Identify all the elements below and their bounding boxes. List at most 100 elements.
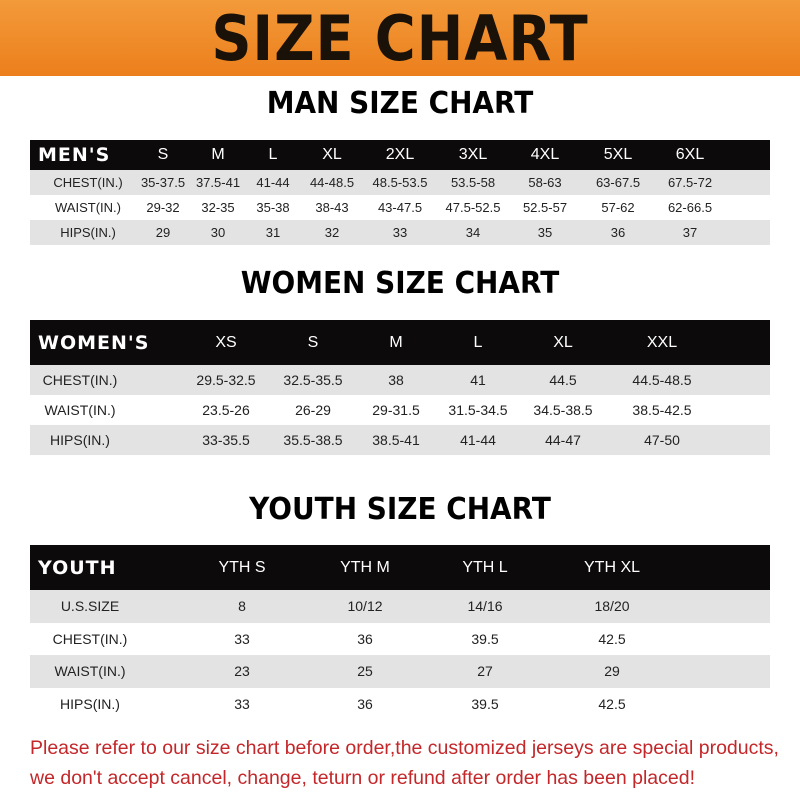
size-value: 33 [234, 695, 250, 712]
size-header: S [307, 333, 319, 351]
size-value: 35-38 [256, 200, 290, 215]
measurement-label: WAIST(IN.) [54, 663, 126, 680]
size-value: 48.5-53.5 [372, 175, 428, 190]
size-value: 8 [238, 598, 246, 615]
table-row: WAIST(IN.) 23 25 27 29 [30, 655, 770, 688]
size-value: 18/20 [594, 598, 630, 615]
size-value: 58-63 [528, 175, 562, 190]
size-value: 32-35 [201, 200, 235, 215]
size-header: XS [215, 333, 237, 351]
size-header: M [389, 333, 403, 351]
table-group-label: YOUTH [38, 556, 117, 579]
size-value: 41 [470, 372, 486, 388]
size-value: 32.5-35.5 [283, 372, 343, 388]
banner-title: SIZE CHART [211, 2, 589, 75]
size-value: 42.5 [598, 695, 626, 712]
size-header: 3XL [458, 146, 488, 163]
measurement-label: U.S.SIZE [60, 598, 120, 615]
size-header: 6XL [675, 146, 705, 163]
size-header: S [157, 146, 169, 163]
size-value: 25 [357, 663, 373, 680]
size-value: 23 [234, 663, 250, 680]
size-header: 2XL [385, 146, 415, 163]
size-value: 29.5-32.5 [196, 372, 256, 388]
table-row: HIPS(IN.) 29 30 31 32 33 34 35 36 37 [30, 220, 770, 245]
size-value: 31.5-34.5 [448, 402, 508, 418]
youth-section-title: YOUTH SIZE CHART [249, 492, 551, 527]
size-header: YTH XL [583, 558, 641, 576]
size-header: L [268, 146, 278, 163]
men-section-title: MAN SIZE CHART [266, 86, 534, 121]
size-value: 36 [610, 225, 626, 240]
size-value: 29 [155, 225, 171, 240]
measurement-label: HIPS(IN.) [50, 432, 110, 448]
size-value: 39.5 [471, 630, 499, 647]
table-row: WAIST(IN.) 23.5-26 26-29 29-31.5 31.5-34.5 34… [30, 395, 770, 425]
size-value: 31 [265, 225, 281, 240]
size-value: 14/16 [467, 598, 503, 615]
size-value: 53.5-58 [450, 175, 496, 190]
size-value: 26-29 [295, 402, 331, 418]
table-header-row: YOUTH YTH S YTH M YTH L YTH XL [30, 545, 770, 590]
table-header-row: WOMEN'S XS S M L XL XXL [30, 320, 770, 365]
table-group-label: MEN'S [38, 144, 111, 166]
size-value: 42.5 [598, 630, 626, 647]
size-value: 33 [392, 225, 408, 240]
size-value: 38 [388, 372, 404, 388]
size-value: 44.5 [549, 372, 577, 388]
size-value: 37 [682, 225, 698, 240]
order-notice: Please refer to our size chart before or… [30, 733, 790, 793]
size-value: 35 [537, 225, 553, 240]
size-value: 44.5-48.5 [632, 372, 692, 388]
table-row: CHEST(IN.) 29.5-32.5 32.5-35.5 38 41 44.5 44.5… [30, 365, 770, 395]
size-value: 38.5-41 [372, 432, 420, 448]
table-row: CHEST(IN.) 35-37.5 37.5-41 41-44 44-48.5 48.5… [30, 170, 770, 195]
measurement-label: CHEST(IN.) [42, 372, 118, 388]
size-header: M [211, 146, 225, 163]
table-group-label: WOMEN'S [38, 331, 150, 354]
size-header: 5XL [603, 146, 633, 163]
table-row: WAIST(IN.) 29-32 32-35 35-38 38-43 43-47.5 47.… [30, 195, 770, 220]
women-section-title: WOMEN SIZE CHART [240, 266, 560, 301]
size-header: YTH M [340, 558, 390, 576]
size-value: 47-50 [644, 432, 680, 448]
size-value: 43-47.5 [377, 200, 423, 215]
measurement-label: HIPS(IN.) [60, 695, 120, 712]
size-value: 47.5-52.5 [445, 200, 501, 215]
size-header: XXL [646, 333, 678, 351]
size-value: 35-37.5 [140, 175, 186, 190]
size-value: 33 [234, 630, 250, 647]
size-value: 36 [357, 695, 373, 712]
size-value: 41-44 [460, 432, 496, 448]
size-value: 27 [477, 663, 493, 680]
size-value: 44-47 [545, 432, 581, 448]
title-banner: SIZE CHART [0, 0, 800, 76]
size-value: 36 [357, 630, 373, 647]
table-row: HIPS(IN.) 33-35.5 35.5-38.5 38.5-41 41-44 44-… [30, 425, 770, 455]
measurement-label: HIPS(IN.) [60, 225, 116, 240]
size-value: 30 [210, 225, 226, 240]
size-value: 37.5-41 [195, 175, 241, 190]
size-value: 29 [604, 663, 620, 680]
size-value: 38-43 [315, 200, 349, 215]
size-value: 10/12 [347, 598, 383, 615]
size-value: 63-67.5 [595, 175, 641, 190]
measurement-label: CHEST(IN.) [52, 630, 128, 647]
table-header-row: MEN'S S M L XL 2XL 3XL 4XL 5XL 6XL [30, 140, 770, 170]
size-value: 44-48.5 [309, 175, 355, 190]
size-value: 29-31.5 [372, 402, 420, 418]
size-header: XL [553, 333, 573, 351]
size-value: 34 [465, 225, 481, 240]
size-value: 62-66.5 [667, 200, 713, 215]
size-value: 52.5-57 [522, 200, 568, 215]
size-value: 34.5-38.5 [533, 402, 593, 418]
measurement-label: WAIST(IN.) [55, 200, 121, 215]
size-header: YTH S [218, 558, 266, 576]
size-value: 39.5 [471, 695, 499, 712]
size-header: 4XL [530, 146, 560, 163]
notice-line-1: Please refer to our size chart before or… [30, 737, 779, 759]
size-value: 29-32 [146, 200, 180, 215]
size-header: YTH L [462, 558, 508, 576]
table-row: CHEST(IN.) 33 36 39.5 42.5 [30, 622, 770, 655]
size-value: 23.5-26 [202, 402, 250, 418]
